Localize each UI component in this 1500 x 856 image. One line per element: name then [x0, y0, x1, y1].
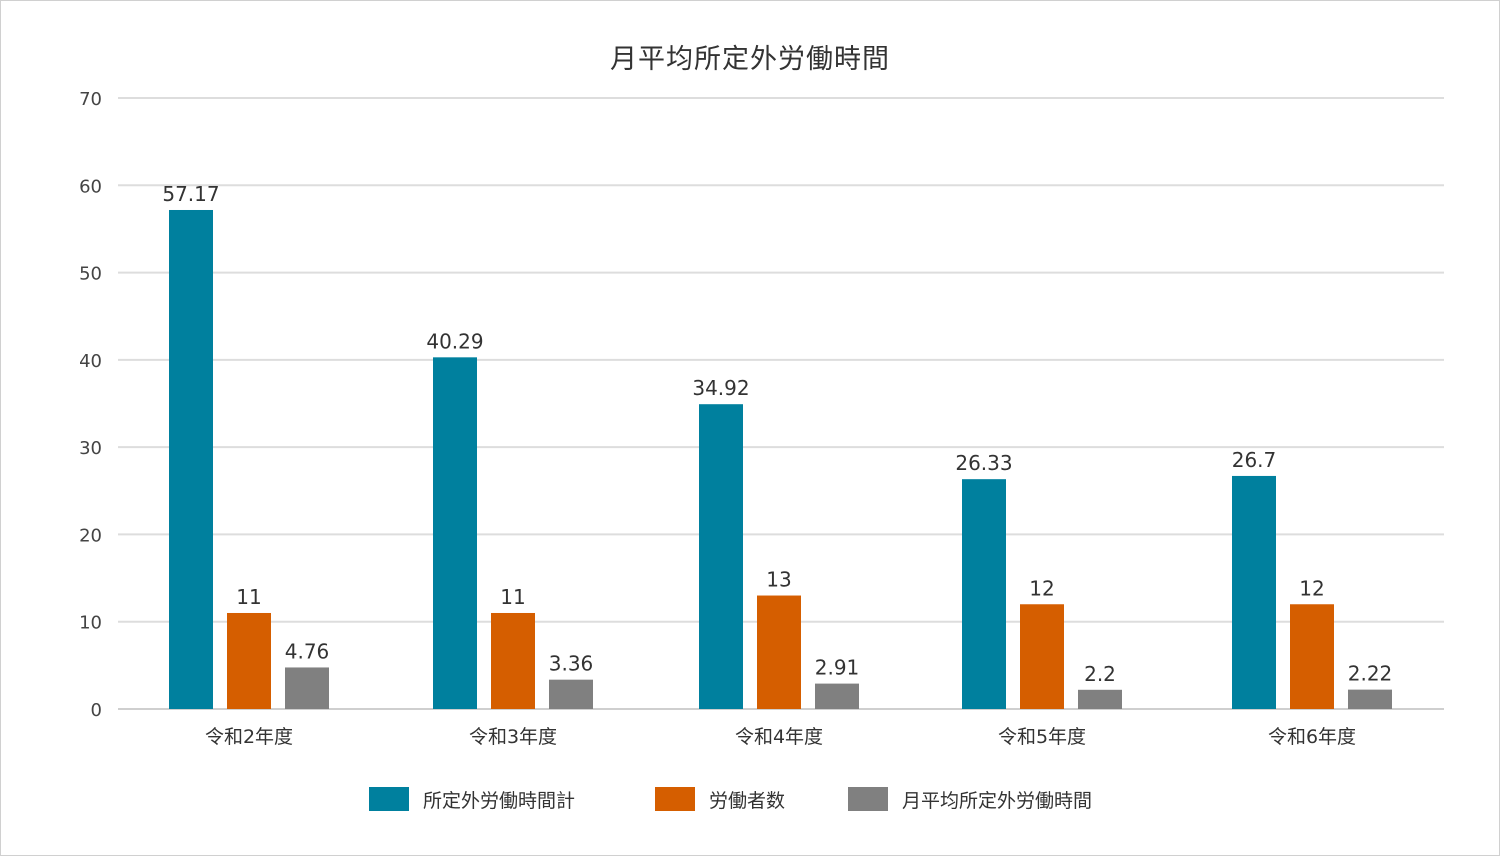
y-tick-label: 60	[79, 176, 102, 197]
legend-label-series-3: 月平均所定外労働時間	[902, 789, 1093, 812]
legend-item-series-1[interactable]: 所定外労働時間計	[369, 786, 575, 812]
legend-label-series-1: 所定外労働時間計	[423, 789, 576, 812]
y-tick-label: 30	[79, 438, 102, 459]
bar-series-1[interactable]	[1232, 475, 1276, 709]
bar-series-3[interactable]	[1348, 689, 1392, 709]
x-tick-label: 令和2年度	[205, 726, 293, 748]
data-label: 2.2	[1084, 662, 1116, 686]
legend: 所定外労働時間計 労働者数 月平均所定外労働時間	[1, 786, 1500, 812]
legend-item-series-2[interactable]: 労働者数	[655, 786, 785, 812]
data-label: 57.17	[162, 182, 219, 206]
data-label: 11	[236, 585, 261, 609]
data-label: 2.22	[1348, 662, 1393, 686]
bar-series-1[interactable]	[962, 479, 1006, 709]
data-label: 34.92	[692, 376, 749, 400]
bar-series-3[interactable]	[1078, 689, 1122, 709]
legend-item-series-3[interactable]: 月平均所定外労働時間	[848, 786, 1092, 812]
data-label: 12	[1029, 576, 1054, 600]
legend-swatch-series-2	[655, 787, 695, 811]
data-label: 13	[766, 568, 791, 592]
x-tick-label: 令和6年度	[1268, 726, 1356, 748]
bar-series-2[interactable]	[1290, 604, 1334, 709]
data-labels: 57.17 40.29 34.92 26.33 26.7 11 11 13 12 12 4.76 3.…	[162, 182, 1392, 686]
y-tick-label: 10	[79, 613, 102, 634]
bar-series-1[interactable]	[699, 404, 743, 709]
chart-title: 月平均所定外労働時間	[610, 44, 890, 75]
data-label: 40.29	[426, 329, 483, 353]
y-axis-ticks: 0 10 20 30 40 50 60 70	[79, 89, 102, 721]
bar-series-3[interactable]	[285, 667, 329, 709]
bar-series-1[interactable]	[169, 209, 213, 710]
bar-series-3[interactable]	[549, 679, 593, 709]
bars	[169, 209, 1392, 710]
bar-series-2[interactable]	[227, 612, 271, 709]
data-label: 11	[500, 585, 525, 609]
x-axis-ticks: 令和2年度 令和3年度 令和4年度 令和5年度 令和6年度	[205, 726, 1356, 748]
legend-swatch-series-3	[848, 787, 888, 811]
bar-series-2[interactable]	[491, 612, 535, 709]
y-tick-label: 70	[79, 89, 102, 110]
bar-series-1[interactable]	[433, 357, 477, 709]
data-label: 26.33	[955, 451, 1012, 475]
data-label: 12	[1299, 576, 1324, 600]
x-tick-label: 令和4年度	[735, 726, 823, 748]
data-label: 2.91	[815, 656, 860, 680]
y-tick-label: 40	[79, 351, 102, 372]
y-tick-label: 20	[79, 525, 102, 546]
x-tick-label: 令和5年度	[998, 726, 1086, 748]
legend-label-series-2: 労働者数	[709, 789, 786, 812]
y-tick-label: 50	[79, 264, 102, 285]
data-label: 4.76	[285, 639, 330, 663]
x-tick-label: 令和3年度	[469, 726, 557, 748]
bar-series-3[interactable]	[815, 683, 859, 709]
data-label: 26.7	[1232, 448, 1277, 472]
bar-series-2[interactable]	[1020, 604, 1064, 709]
bar-series-2[interactable]	[757, 595, 801, 709]
legend-swatch-series-1	[369, 787, 409, 811]
data-label: 3.36	[549, 652, 594, 676]
y-tick-label: 0	[91, 700, 102, 721]
